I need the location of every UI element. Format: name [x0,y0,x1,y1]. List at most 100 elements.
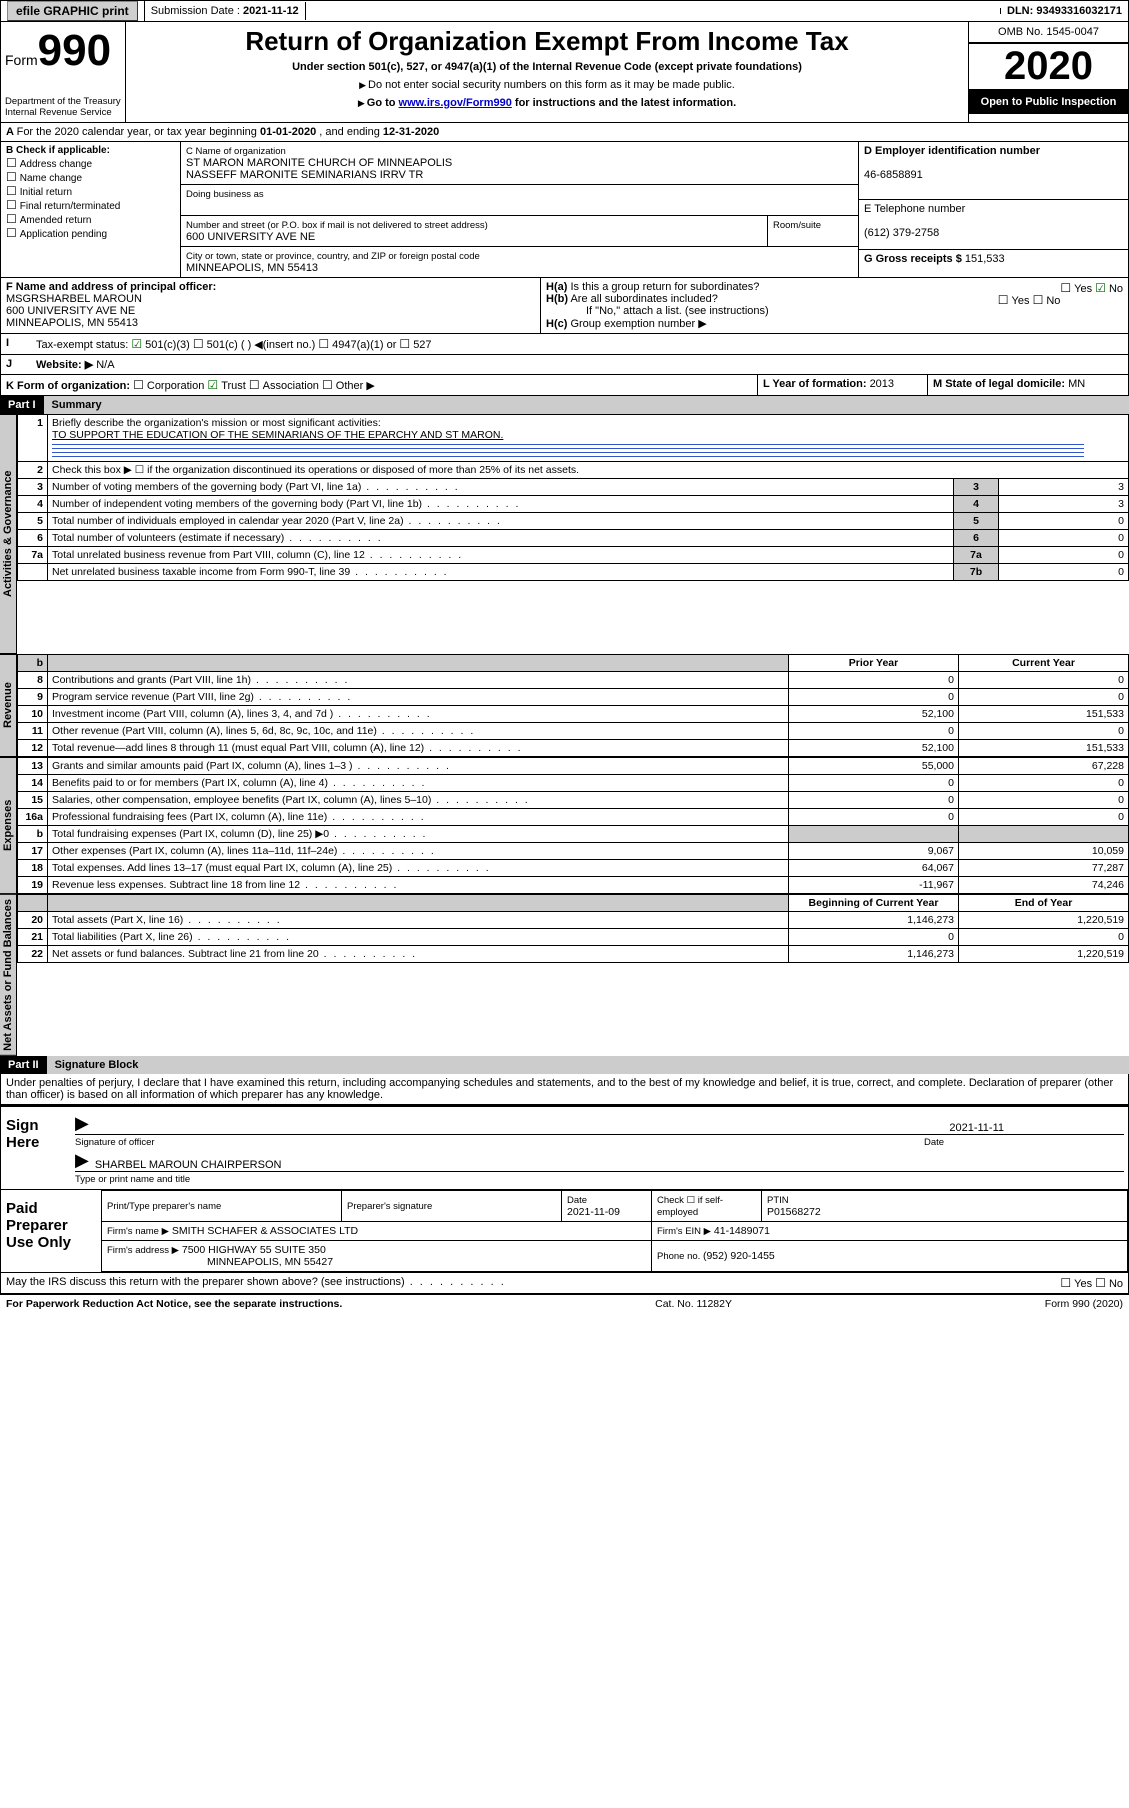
dba-label: Doing business as [186,189,264,200]
top-toolbar: efile GRAPHIC print Submission Date : 20… [0,0,1129,22]
discuss-text: May the IRS discuss this return with the… [6,1276,506,1288]
chk-4947[interactable]: 4947(a)(1) or [318,339,396,351]
col-begin-year: Beginning of Current Year [789,895,959,912]
ha-yes[interactable]: Yes [1060,283,1092,295]
gross-label: G Gross receipts $ [864,253,965,265]
vlabel-expenses: Expenses [0,757,17,894]
street-address: 600 UNIVERSITY AVE NE [186,231,315,243]
sig-date: 2021-11-11 [949,1122,1004,1134]
netassets-table: Beginning of Current YearEnd of Year 20T… [17,894,1129,963]
form-title: Return of Organization Exempt From Incom… [136,26,958,57]
vlabel-revenue: Revenue [0,654,17,757]
col-current-year: Current Year [959,655,1129,672]
org-name-2: NASSEFF MARONITE SEMINARIANS IRRV TR [186,169,423,181]
discuss-row: May the IRS discuss this return with the… [0,1273,1129,1294]
vlabel-governance: Activities & Governance [0,414,17,654]
line-a-text-a: For the 2020 calendar year, or tax year … [17,126,260,138]
governance-table: 1 Briefly describe the organization's mi… [17,414,1129,581]
firm-phone: (952) 920-1455 [703,1250,775,1262]
chk-trust[interactable]: Trust [207,380,245,392]
chk-assoc[interactable]: Association [249,380,319,392]
subtitle-1: Under section 501(c), 527, or 4947(a)(1)… [136,61,958,73]
discuss-yes[interactable]: Yes [1060,1278,1092,1290]
subtitle-3a: Go to [367,97,399,109]
chk-initial-return[interactable]: Initial return [6,187,72,198]
klm-row: K Form of organization: Corporation Trus… [0,375,1129,396]
footer-right: Form 990 (2020) [1045,1298,1123,1310]
perjury-text: Under penalties of perjury, I declare th… [0,1074,1129,1105]
ha-no[interactable]: No [1095,283,1123,295]
chk-corp[interactable]: Corporation [133,380,204,392]
q1-text: Briefly describe the organization's miss… [52,417,381,429]
paid-preparer-label: Paid Preparer Use Only [1,1190,101,1272]
pp-name-lbl: Print/Type preparer's name [107,1201,221,1212]
dept-treasury: Department of the Treasury [5,96,121,107]
chk-other[interactable]: Other ▶ [322,380,375,392]
discuss-no[interactable]: No [1095,1278,1123,1290]
page-footer: For Paperwork Reduction Act Notice, see … [0,1294,1129,1313]
c-name-label: C Name of organization [186,146,286,157]
subtitle-3b: for instructions and the latest informat… [512,97,736,109]
hb-no[interactable]: No [1033,295,1061,307]
footer-left: For Paperwork Reduction Act Notice, see … [6,1298,342,1310]
officer-addr: 600 UNIVERSITY AVE NE [6,305,135,317]
col-prior-year: Prior Year [789,655,959,672]
ha-text: Is this a group return for subordinates? [570,281,759,293]
chk-address-change[interactable]: Address change [6,159,92,170]
website-value: N/A [96,359,114,371]
chk-name-change[interactable]: Name change [6,173,82,184]
submission-label: Submission Date : [151,5,243,17]
paid-preparer-block: Paid Preparer Use Only Print/Type prepar… [0,1190,1129,1273]
phone-value: (612) 379-2758 [864,227,939,239]
submission-date: 2021-11-12 [243,5,299,17]
box-b-title: B Check if applicable: [6,145,110,156]
date-lbl: Date [924,1137,1124,1148]
paid-preparer-table: Print/Type preparer's name Preparer's si… [101,1190,1128,1272]
dln-value: 93493316032171 [1036,5,1122,17]
ein-value: 46-6858891 [864,169,923,181]
firm-addr-lbl: Firm's address ▶ [107,1245,179,1256]
l-label: L Year of formation: [763,378,870,390]
officer-city: MINNEAPOLIS, MN 55413 [6,317,138,329]
city-label: City or town, state or province, country… [186,251,480,262]
part2-title: Signature Block [47,1056,1129,1074]
ptin-value: P01568272 [767,1206,821,1218]
omb-number: OMB No. 1545-0047 [969,22,1128,43]
firm-name: SMITH SCHAFER & ASSOCIATES LTD [172,1225,358,1237]
irs-link[interactable]: www.irs.gov/Form990 [399,97,512,109]
hb-yes[interactable]: Yes [998,295,1030,307]
open-to-public: Open to Public Inspection [969,90,1128,114]
firm-addr2: MINNEAPOLIS, MN 55427 [207,1256,333,1268]
chk-app-pending[interactable]: Application pending [6,229,107,240]
chk-501c3[interactable]: 501(c)(3) [131,339,189,351]
sig-officer-lbl: Signature of officer [75,1137,924,1148]
chk-501c[interactable]: 501(c) ( ) ◀(insert no.) [193,339,315,351]
part1-title: Summary [44,396,1129,414]
firm-ein-lbl: Firm's EIN ▶ [657,1226,711,1237]
officer-name: MSGRSHARBEL MAROUN [6,293,142,305]
chk-final-return[interactable]: Final return/terminated [6,201,120,212]
part2-header: Part II [0,1056,47,1074]
dept-irs: Internal Revenue Service [5,107,121,118]
part1-header: Part I [0,396,44,414]
pp-check[interactable]: Check ☐ if self-employed [657,1195,723,1218]
l-value: 2013 [870,378,894,390]
line-a-text-b: , and ending [316,126,383,138]
entity-block: B Check if applicable: Address change Na… [0,142,1129,278]
i-label: Tax-exempt status: [36,339,128,351]
col-end-year: End of Year [959,895,1129,912]
chk-527[interactable]: 527 [399,339,431,351]
pp-date: 2021-11-09 [567,1206,620,1218]
revenue-table: bPrior YearCurrent Year 8Contributions a… [17,654,1129,757]
efile-button[interactable]: efile GRAPHIC print [7,1,138,21]
chk-amended[interactable]: Amended return [6,215,91,226]
form-number: 990 [38,26,111,75]
sig-arrow-icon-2: ▶ [75,1150,89,1171]
sig-arrow-icon: ▶ [75,1113,89,1134]
firm-ein: 41-1489071 [714,1225,770,1237]
officer-block: F Name and address of principal officer:… [0,278,1129,334]
period-begin: 01-01-2020 [260,126,316,138]
addr-label: Number and street (or P.O. box if mail i… [186,220,488,231]
sign-here-label: Sign Here [1,1107,71,1189]
form-word: Form [5,52,38,68]
